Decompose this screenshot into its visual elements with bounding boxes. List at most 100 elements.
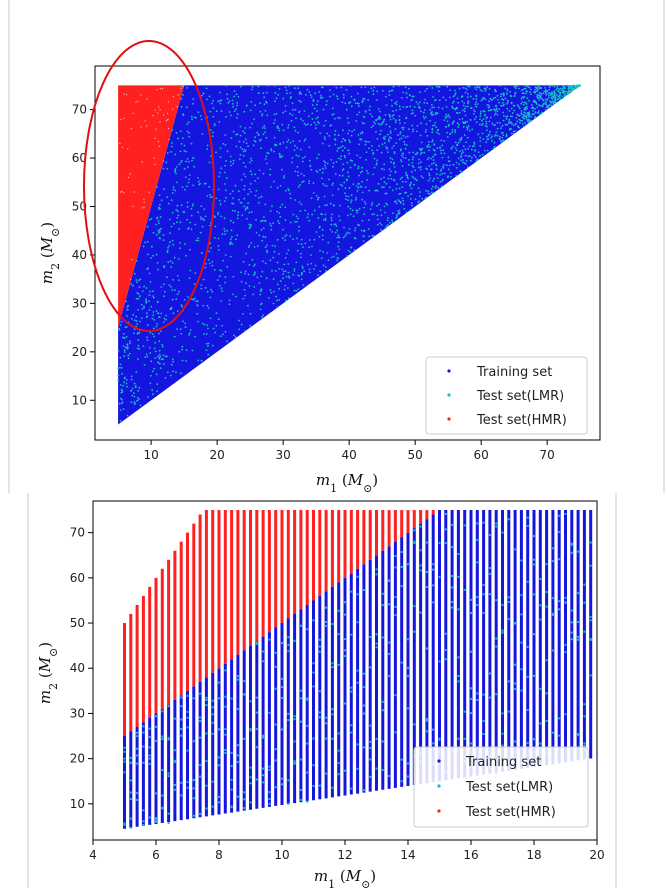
lmr-point — [405, 117, 407, 120]
lmr-point — [322, 167, 324, 170]
lmr-point — [381, 709, 384, 712]
lmr-point — [344, 649, 346, 652]
hmr-point — [141, 207, 143, 209]
lmr-point — [276, 306, 279, 309]
lmr-point — [334, 129, 337, 132]
lmr-point — [540, 94, 543, 96]
lmr-point — [434, 99, 436, 102]
lmr-point — [180, 372, 182, 375]
lmr-point — [250, 157, 252, 160]
lmr-point — [254, 140, 257, 143]
lmr-point — [447, 114, 450, 117]
lmr-point — [126, 309, 129, 311]
lmr-point — [239, 125, 242, 128]
lmr-point — [239, 146, 242, 149]
lmr-point — [420, 161, 422, 164]
lmr-point — [220, 287, 223, 290]
lmr-point — [152, 314, 155, 317]
lmr-point — [264, 158, 267, 160]
y-axis-label: m2 (M⊙) — [38, 222, 62, 284]
lmr-point — [564, 601, 567, 604]
lmr-point — [155, 739, 157, 742]
hmr-point — [176, 106, 178, 108]
lmr-point — [342, 168, 345, 171]
lmr-point — [225, 115, 227, 118]
hmr-point — [123, 93, 125, 95]
lmr-point — [380, 228, 382, 231]
lmr-point — [329, 95, 331, 98]
lmr-point — [449, 89, 451, 92]
lmr-point — [553, 85, 556, 88]
lmr-point — [359, 171, 362, 174]
lmr-point — [206, 98, 208, 101]
lmr-point — [135, 279, 138, 281]
lmr-point — [138, 279, 140, 282]
lmr-point — [385, 104, 388, 106]
lmr-point — [407, 707, 409, 710]
lmr-point — [332, 93, 335, 96]
lmr-point — [317, 274, 319, 276]
lmr-point — [223, 230, 226, 233]
lmr-point — [354, 237, 357, 240]
lmr-point — [203, 219, 205, 222]
lmr-point — [525, 103, 528, 105]
lmr-point — [566, 92, 569, 95]
lmr-point — [205, 807, 208, 810]
lmr-point — [149, 352, 152, 354]
lmr-point — [439, 174, 441, 176]
lmr-point — [317, 121, 319, 123]
lmr-point — [380, 167, 383, 170]
lmr-point — [192, 299, 195, 301]
lmr-point — [334, 139, 337, 141]
lmr-point — [207, 307, 210, 309]
lmr-point — [297, 217, 299, 220]
lmr-point — [166, 196, 169, 199]
lmr-point — [248, 227, 251, 230]
lmr-point — [223, 228, 226, 230]
lmr-point — [265, 155, 268, 158]
lmr-point — [501, 136, 504, 139]
lmr-point — [520, 559, 523, 562]
lmr-point — [278, 222, 281, 225]
lmr-point — [507, 601, 510, 603]
lmr-point — [167, 247, 169, 249]
lmr-point — [233, 90, 236, 93]
lmr-point — [421, 197, 424, 200]
lmr-point — [436, 112, 439, 115]
lmr-point — [433, 106, 435, 109]
lmr-point — [255, 189, 258, 192]
lmr-point — [440, 168, 443, 171]
lmr-point — [299, 210, 302, 212]
lmr-point — [354, 102, 357, 104]
lmr-point — [520, 113, 523, 116]
lmr-point — [283, 175, 286, 177]
lmr-point — [383, 138, 386, 141]
hmr-point — [153, 157, 155, 159]
lmr-point — [455, 149, 458, 152]
lmr-point — [179, 242, 182, 244]
x-tick-label: 18 — [526, 848, 541, 862]
lmr-point — [444, 658, 447, 661]
lmr-point — [175, 166, 178, 168]
lmr-point — [356, 113, 359, 116]
lmr-point — [155, 817, 157, 820]
lmr-point — [308, 159, 311, 162]
lmr-point — [175, 298, 178, 301]
lmr-point — [181, 345, 184, 348]
lmr-point — [443, 119, 446, 121]
lmr-point — [340, 140, 343, 143]
lmr-point — [362, 712, 365, 715]
lmr-point — [520, 112, 523, 114]
lmr-point — [501, 124, 504, 127]
lmr-point — [496, 110, 499, 113]
lmr-point — [262, 92, 265, 95]
lmr-point — [219, 99, 221, 102]
lmr-point — [260, 114, 263, 117]
lmr-point — [276, 261, 279, 264]
lmr-point — [171, 298, 174, 301]
lmr-point — [482, 118, 485, 120]
lmr-point — [189, 221, 192, 224]
lmr-point — [334, 117, 336, 120]
lmr-point — [232, 197, 235, 200]
lmr-point — [258, 196, 260, 199]
